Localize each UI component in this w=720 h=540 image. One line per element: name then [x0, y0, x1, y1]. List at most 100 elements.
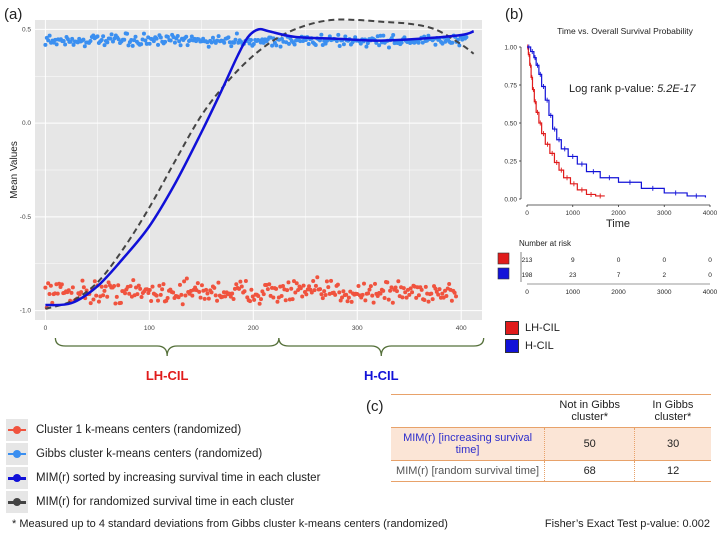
cluster1-point: [171, 290, 176, 295]
cluster1-point: [313, 283, 318, 288]
gibbs-point: [108, 36, 113, 41]
risk-time-label: 0: [525, 289, 529, 296]
cluster1-point: [197, 289, 202, 294]
gibbs-point: [298, 39, 303, 44]
gibbs-point: [101, 34, 106, 39]
ticks-layer: 0 100 200 300 400 0.5 0.0 -0.5 -1.0: [20, 26, 467, 332]
logrank-label: Log rank p-value: 5.2E-17: [569, 83, 696, 95]
cluster1-point: [335, 282, 340, 287]
gibbs-point: [216, 34, 221, 39]
legend-item-cluster1: Cluster 1 k-means centers (randomized): [6, 418, 366, 442]
cluster1-point: [184, 276, 189, 281]
cluster1-point: [407, 292, 412, 297]
cluster1-point: [249, 287, 254, 292]
cluster1-point: [215, 298, 220, 303]
cluster1-point: [385, 280, 390, 285]
cluster1-point: [202, 296, 207, 301]
gibbs-point: [433, 42, 438, 47]
legend-label-mim-random: MIM(r) for randomized survival time in e…: [36, 496, 295, 508]
cluster1-point: [318, 287, 323, 292]
gibbs-point: [319, 32, 324, 37]
cluster1-point: [454, 294, 459, 299]
cluster1-point: [275, 299, 280, 304]
gibbs-point: [141, 31, 146, 36]
table-row: MIM(r) [random survival time] 68 12: [391, 460, 711, 482]
cluster1-point: [363, 298, 368, 303]
cluster1-point: [195, 281, 200, 286]
cluster1-point: [101, 293, 106, 298]
cluster1-point: [291, 279, 296, 284]
gibbs-point: [274, 43, 279, 48]
cluster1-point: [401, 286, 406, 291]
cluster1-point: [102, 288, 107, 293]
gibbs-point: [353, 35, 358, 40]
gibbs-point: [102, 43, 107, 48]
cluster1-point: [356, 284, 361, 289]
gibbs-point: [147, 41, 152, 46]
survival-x-axis-label: Time: [606, 218, 630, 230]
gibbs-point: [306, 41, 311, 46]
survival-y-tick-label: 0.25: [504, 159, 517, 166]
cluster1-point: [116, 283, 121, 288]
cluster1-point: [315, 275, 320, 280]
gibbs-point: [189, 34, 194, 39]
cluster1-point: [279, 294, 284, 299]
cluster1-point: [404, 295, 409, 300]
cluster1-point: [160, 287, 165, 292]
cluster1-point: [267, 282, 272, 287]
cluster1-point: [213, 293, 218, 298]
cluster1-point: [300, 294, 305, 299]
gibbs-point: [248, 37, 253, 42]
cluster1-point: [319, 292, 324, 297]
risk-count: 9: [571, 257, 575, 264]
cluster1-point: [426, 299, 431, 304]
y-axis-label: Mean Values: [9, 141, 20, 199]
cluster1-point: [340, 295, 345, 300]
survival-curves: [527, 44, 707, 199]
cluster1-point: [209, 290, 214, 295]
gibbs-point: [46, 38, 51, 43]
table-cell: 50: [544, 427, 635, 461]
row-label-random: MIM(r) [random survival time]: [391, 460, 545, 482]
legend-label-lh: LH-CIL: [525, 322, 560, 334]
mim-sorted-line: [45, 27, 475, 307]
cluster1-point: [393, 285, 398, 290]
gibbs-point: [206, 44, 211, 49]
lines-layer: [45, 18, 475, 310]
cluster1-point: [106, 280, 111, 285]
cluster1-point: [381, 288, 386, 293]
cluster1-point: [390, 300, 395, 305]
cluster1-point: [422, 297, 427, 302]
gibbs-point: [222, 40, 227, 45]
legend-item-mim-sorted: MIM(r) sorted by increasing survival tim…: [6, 466, 366, 490]
panel-label-a: (a): [4, 6, 23, 23]
cluster1-point: [338, 298, 343, 303]
cluster1-point: [410, 290, 415, 295]
cluster1-point: [304, 292, 309, 297]
gibbs-point: [165, 34, 170, 39]
cluster1-point: [298, 286, 303, 291]
cluster1-point: [378, 291, 383, 296]
risk-table: 213 9 0 0 0 198 23 7 2 0 0 1000 2000 3000 4000: [497, 252, 718, 296]
cluster1-legend-key: [6, 419, 28, 441]
cluster1-point: [99, 284, 104, 289]
cluster1-point: [147, 287, 152, 292]
survival-x-tick-label: 3000: [657, 210, 672, 217]
cluster1-point: [238, 279, 243, 284]
cluster1-point: [149, 299, 154, 304]
cluster1-point: [248, 299, 253, 304]
cluster1-point: [386, 297, 391, 302]
mim-random-legend-key: [6, 491, 28, 513]
cluster1-point: [444, 294, 449, 299]
risk-count: 0: [708, 272, 712, 279]
group-brace: [278, 337, 485, 357]
x-tick-label: 300: [352, 325, 363, 332]
footnote: * Measured up to 4 standard deviations f…: [12, 518, 448, 530]
gibbs-point: [177, 39, 182, 44]
gibbs-point: [229, 44, 234, 49]
cluster1-point: [408, 286, 413, 291]
cluster1-point: [150, 284, 155, 289]
cluster1-point: [69, 290, 74, 295]
cluster1-point: [367, 287, 372, 292]
gibbs-point: [105, 40, 110, 45]
